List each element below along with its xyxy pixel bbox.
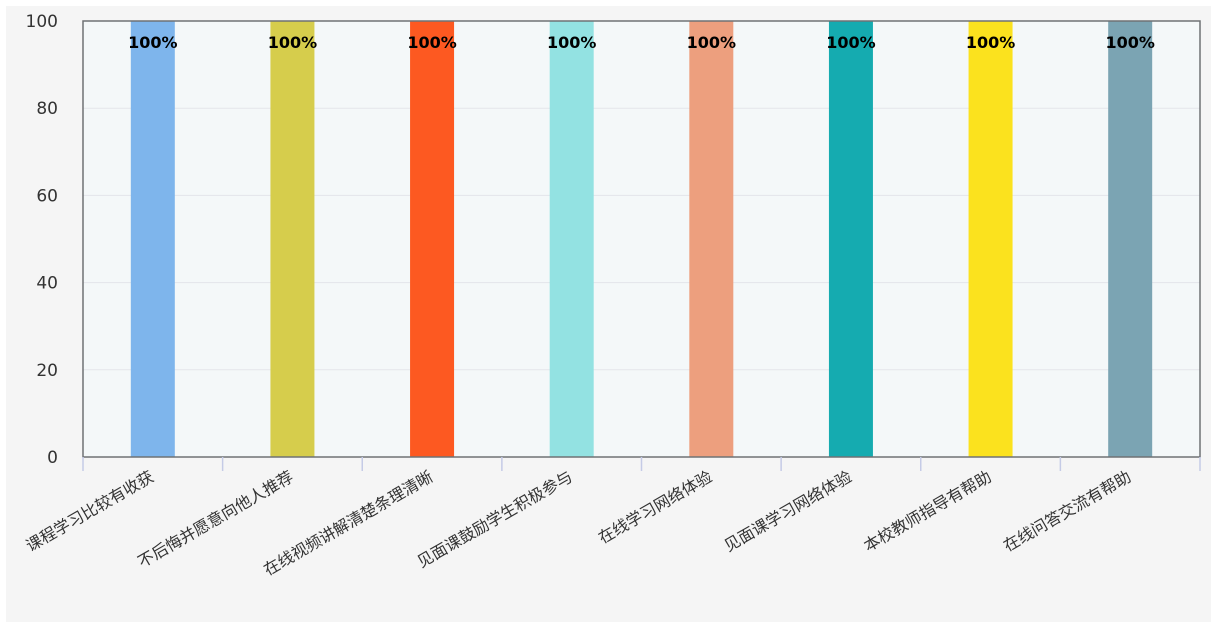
gridlines (83, 107, 1200, 371)
y-tick-label: 20 (36, 361, 58, 381)
data-label: 100% (687, 33, 736, 52)
y-tick-label: 60 (36, 186, 58, 206)
bars (130, 21, 1153, 457)
data-label: 100% (1105, 33, 1154, 52)
x-tick-label: 见面课学习网络体验 (721, 467, 855, 555)
x-tick-label: 在线学习网络体验 (595, 467, 715, 547)
y-axis-ticks: 0 20 40 60 80 100 (26, 12, 58, 468)
chart-container: 0 20 40 60 80 100 课程学习比较有收获 不后悔并愿意向他人推荐 在线视频讲解清… (6, 6, 1211, 622)
plot-area (83, 21, 1200, 457)
data-label: 100% (407, 33, 456, 52)
y-tick-label: 0 (47, 448, 58, 468)
x-tick-label: 课程学习比较有收获 (23, 467, 157, 555)
data-label: 100% (128, 33, 177, 52)
bar[interactable] (1108, 21, 1153, 457)
bar[interactable] (968, 21, 1013, 457)
data-label: 100% (826, 33, 875, 52)
data-labels: 100% 100% 100% 100% 100% 100% 100% 100% (128, 33, 1155, 52)
bar[interactable] (689, 21, 734, 457)
bar-chart: 0 20 40 60 80 100 课程学习比较有收获不后悔并愿意向他人推荐在线视频讲解清… (23, 12, 1201, 579)
x-tick-label: 本校教师指导有帮助 (860, 467, 994, 555)
data-label: 100% (268, 33, 317, 52)
x-tick-label: 在线问答交流有帮助 (1000, 467, 1134, 555)
x-axis-ticks: 课程学习比较有收获不后悔并愿意向他人推荐在线视频讲解清楚条理清晰见面课鼓励学生积… (23, 457, 1201, 579)
data-label: 100% (966, 33, 1015, 52)
bar[interactable] (549, 21, 594, 457)
data-label: 100% (547, 33, 596, 52)
bar[interactable] (828, 21, 873, 457)
bar[interactable] (270, 21, 315, 457)
y-tick-label: 100 (26, 12, 58, 32)
bar[interactable] (410, 21, 455, 457)
bar[interactable] (130, 21, 175, 457)
y-tick-label: 40 (36, 274, 58, 294)
y-tick-label: 80 (36, 99, 58, 119)
x-tick-label: 见面课鼓励学生积极参与 (414, 467, 576, 571)
